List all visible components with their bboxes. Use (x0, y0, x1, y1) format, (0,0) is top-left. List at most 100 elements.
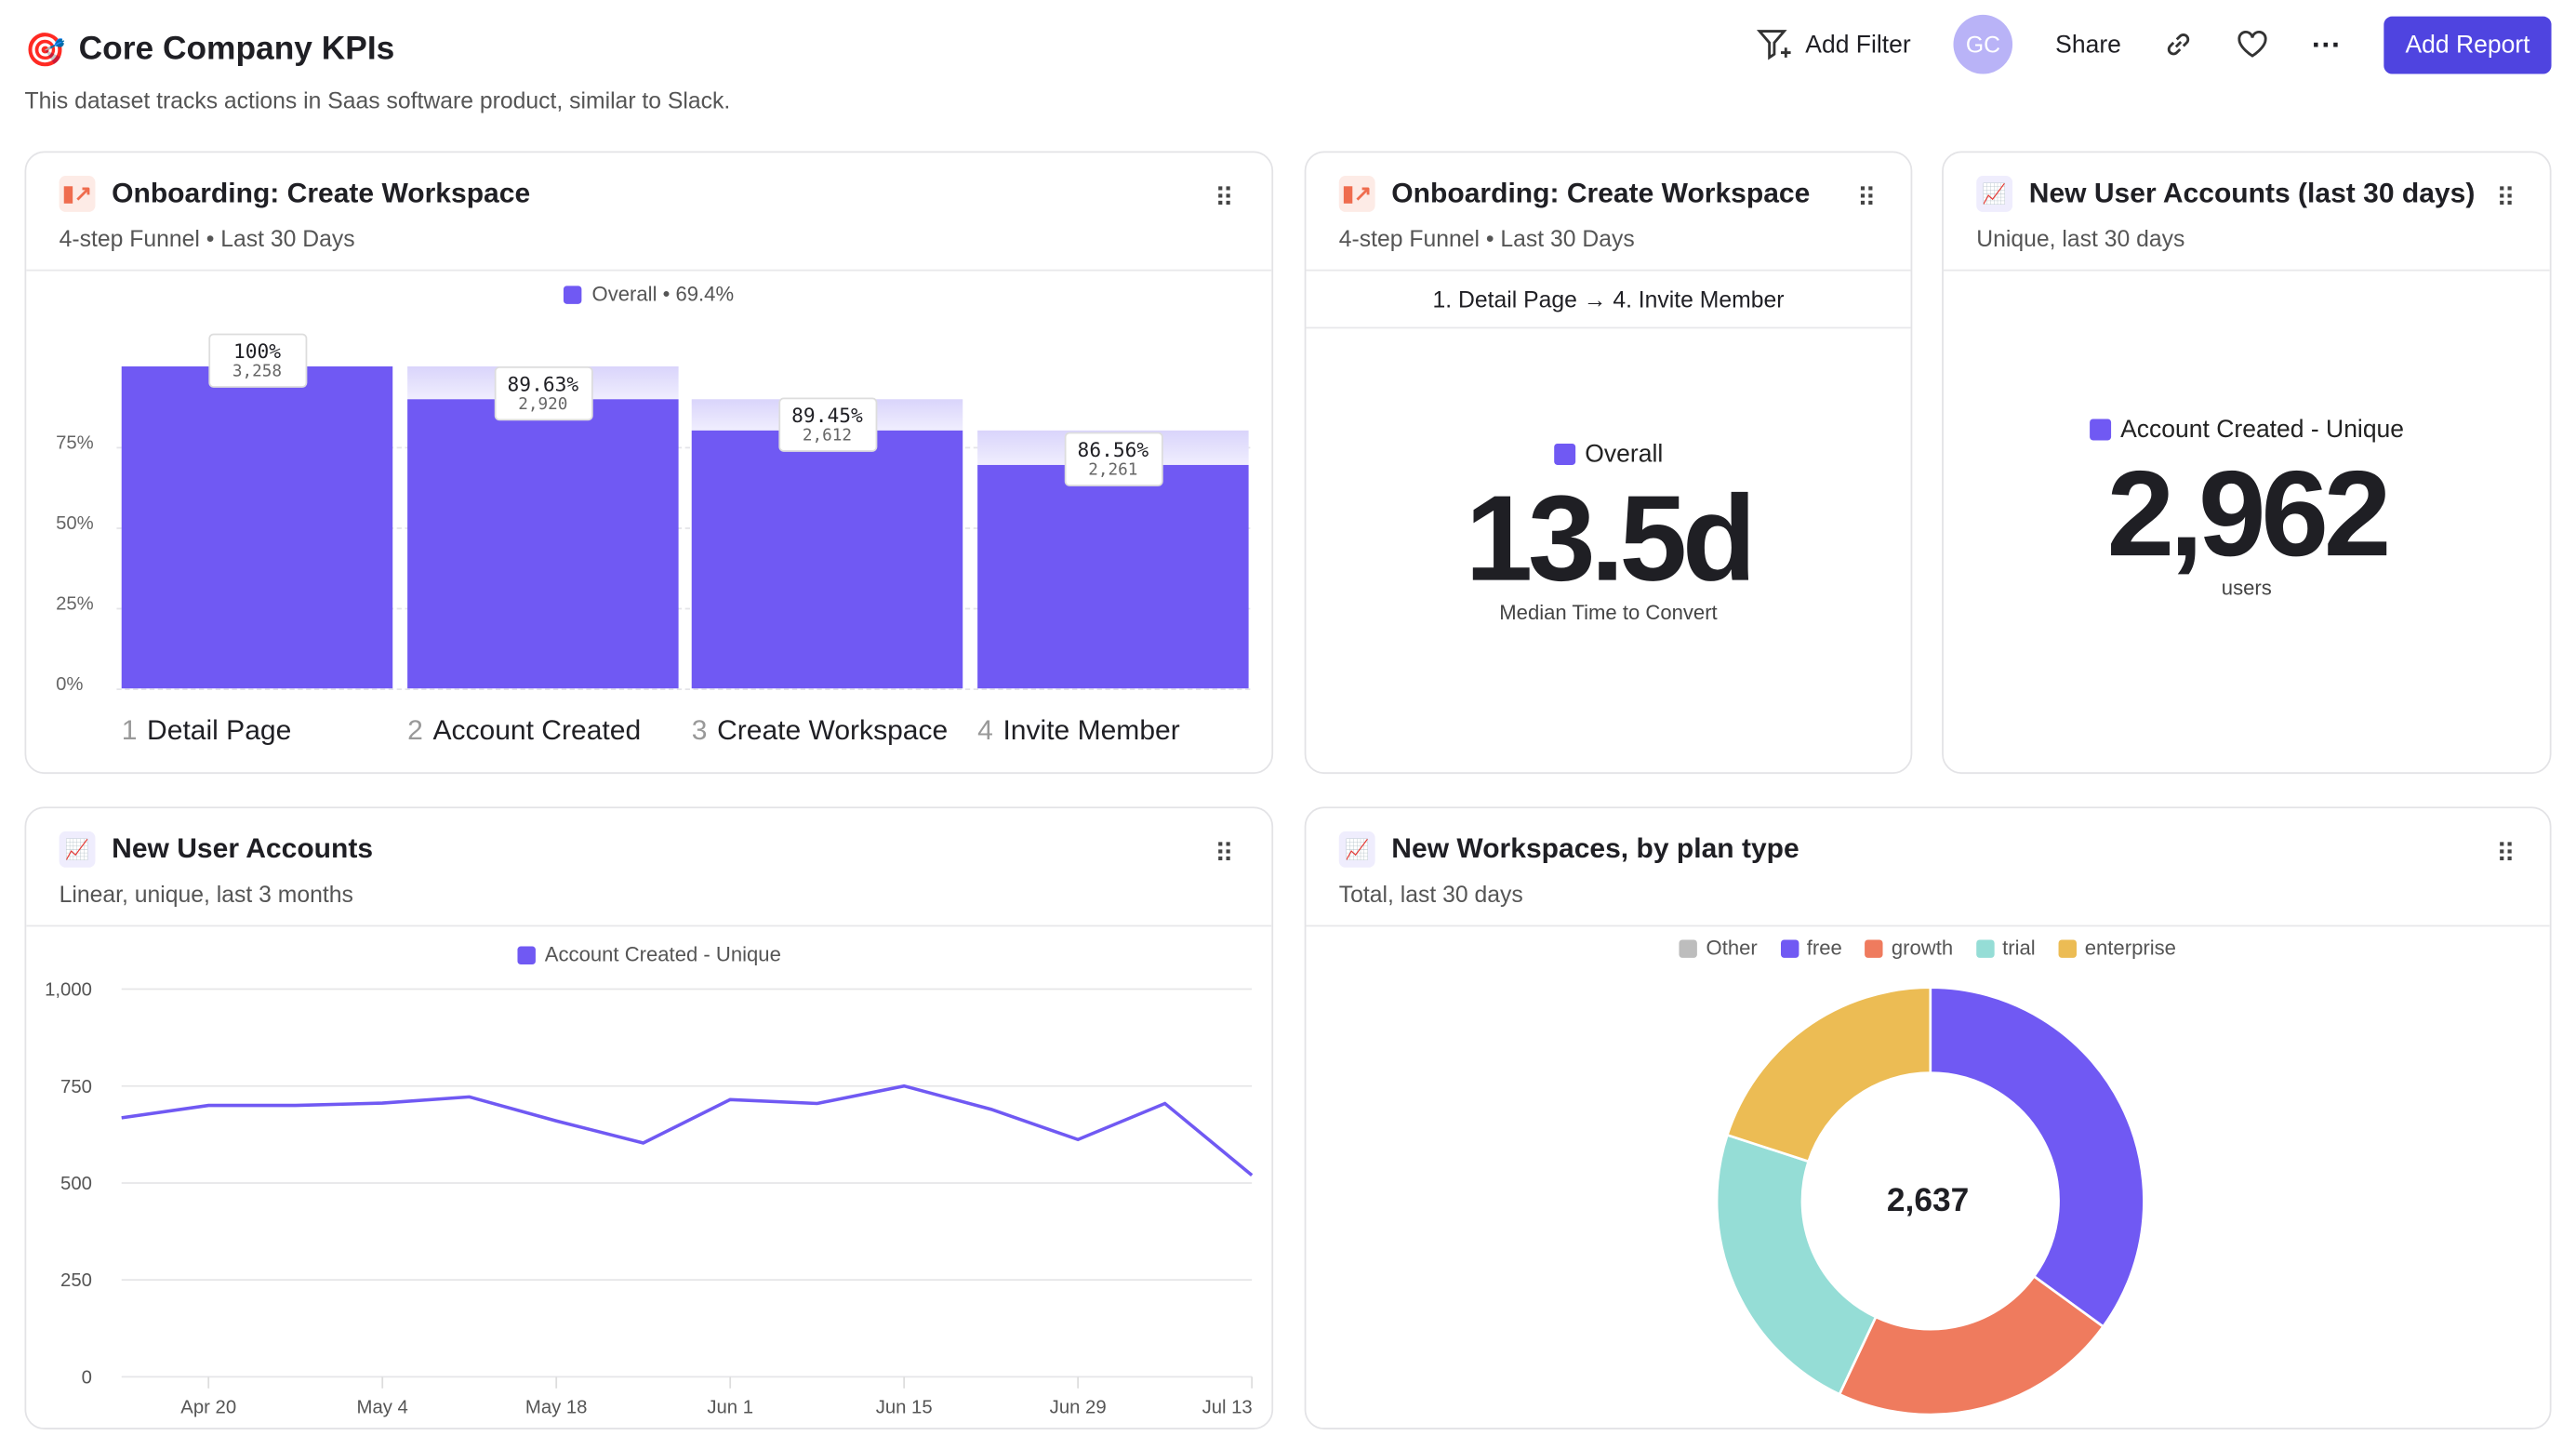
drag-handle-icon[interactable]: ⠿ (1215, 185, 1234, 214)
legend-item[interactable]: free (1780, 936, 1842, 960)
step-name: Account Created (432, 714, 642, 747)
legend-swatch (2089, 419, 2111, 441)
funnel-icon: ▮↗ (1338, 176, 1375, 212)
add-filter-button[interactable]: Add Filter (1756, 28, 1911, 60)
slice-growth (1838, 1274, 2105, 1416)
y-tick: 0 (82, 1367, 92, 1388)
bar-label: 89.63% 2,920 (493, 366, 592, 421)
time-to-convert-card: ▮↗ Onboarding: Create Workspace 4-step Fu… (1304, 151, 1913, 775)
link-icon[interactable] (2164, 30, 2194, 60)
x-tick: Jul 13 (1202, 1397, 1253, 1417)
funnel-bar[interactable] (977, 464, 1249, 689)
legend-label: Account Created - Unique (2120, 415, 2405, 444)
x-tick: Jun 1 (707, 1397, 753, 1417)
card-subtitle: Total, last 30 days (1338, 880, 1523, 908)
card-title: New Workspaces, by plan type (1391, 832, 1799, 865)
funnel-bar[interactable] (121, 366, 393, 689)
conversion-pct: 86.56% (1077, 438, 1149, 462)
legend-item[interactable]: enterprise (2058, 936, 2176, 960)
slice-enterprise (1725, 986, 1932, 1163)
step-number: 3 (691, 714, 708, 747)
funnel-card: ▮↗ Onboarding: Create Workspace 4-step Fu… (24, 151, 1274, 775)
median-time-value: 13.5d (1465, 470, 1757, 606)
card-subtitle: Linear, unique, last 3 months (59, 880, 353, 908)
legend-label: Other (1706, 936, 1758, 960)
y-tick: 500 (60, 1174, 92, 1194)
step-count: 3,258 (232, 363, 283, 381)
bar-label: 100% 3,258 (207, 333, 307, 388)
card-title: New User Accounts (last 30 days) (2028, 177, 2476, 209)
step-label: 1 Detail Page (122, 714, 292, 747)
funnel-bar[interactable] (407, 399, 679, 689)
add-report-button[interactable]: Add Report (2383, 15, 2552, 73)
legend-label: Overall • 69.4% (591, 282, 735, 306)
metric-caption: users (2221, 577, 2272, 600)
page-description: This dataset tracks actions in Saas soft… (24, 86, 731, 113)
step-count: 2,920 (518, 396, 568, 415)
funnel-icon: ▮↗ (59, 176, 96, 212)
slice-free (1929, 986, 2145, 1329)
card-subtitle: 4-step Funnel • Last 30 Days (59, 225, 355, 252)
page-title: Core Company KPIs (78, 31, 395, 68)
heart-icon[interactable] (2237, 30, 2269, 60)
donut-total: 2,637 (1886, 1182, 1970, 1219)
drag-handle-icon[interactable]: ⠿ (1215, 841, 1234, 870)
y-tick: 50% (56, 513, 94, 535)
legend-label: free (1806, 936, 1842, 960)
avatar[interactable]: GC (1953, 14, 2013, 74)
step-count: 2,261 (1088, 461, 1138, 480)
legend-swatch (564, 285, 582, 303)
drag-handle-icon[interactable]: ⠿ (2495, 185, 2516, 214)
funnel-steps-range: 1. Detail Page → 4. Invite Member (1306, 271, 1911, 329)
legend-swatch (1975, 938, 1995, 958)
step-label: 2 Account Created (407, 714, 641, 747)
legend-item[interactable]: growth (1865, 936, 1954, 960)
filter-icon (1756, 30, 1791, 60)
gridline (116, 607, 1251, 610)
user-count-value: 2,962 (2106, 445, 2391, 582)
donut-chart (1715, 986, 2145, 1416)
x-tick: May 4 (357, 1397, 408, 1417)
legend-label: growth (1891, 936, 1954, 960)
legend-swatch (516, 945, 536, 964)
share-button[interactable]: Share (2055, 30, 2121, 59)
y-tick: 0% (56, 675, 84, 696)
gridline (116, 688, 1251, 690)
line-chart-icon: 📈 (1338, 831, 1375, 868)
x-tick: Jun 29 (1050, 1397, 1107, 1417)
dashboard-header: 🎯 Core Company KPIs This dataset tracks a… (24, 14, 2552, 128)
legend-item[interactable]: trial (1975, 937, 2036, 960)
y-tick: 75% (56, 433, 94, 454)
step-label: 4 Invite Member (977, 714, 1180, 747)
conversion-pct: 89.45% (791, 404, 863, 428)
drag-handle-icon[interactable]: ⠿ (1856, 185, 1877, 214)
step-name: Invite Member (1003, 714, 1180, 747)
funnel-bar[interactable] (691, 430, 963, 689)
legend-label: Account Created - Unique (544, 943, 781, 966)
legend-item[interactable]: Other (1680, 936, 1758, 960)
legend-label: enterprise (2084, 936, 2176, 960)
line-chart: 0 250 500 750 1,000 Apr 20 May 4 May 18 Jun 1 Jun… (45, 980, 1254, 1417)
y-tick: 1,000 (45, 980, 92, 1001)
conversion-pct: 89.63% (507, 373, 579, 397)
new-user-accounts-card: 📈 New User Accounts Linear, unique, last … (24, 806, 1274, 1429)
card-title: New User Accounts (112, 832, 374, 865)
legend: Overall • 69.4% (26, 283, 1271, 306)
card-subtitle: 4-step Funnel • Last 30 Days (1338, 225, 1635, 252)
y-tick: 250 (60, 1270, 92, 1291)
series-line (121, 1083, 1254, 1176)
gridline (116, 527, 1251, 529)
drag-handle-icon[interactable]: ⠿ (2495, 841, 2516, 870)
step-number: 2 (407, 714, 423, 747)
conversion-pct: 100% (232, 339, 282, 364)
step-count: 2,612 (802, 427, 853, 445)
step-label: 3 Create Workspace (692, 714, 948, 747)
y-tick: 25% (56, 594, 94, 615)
more-icon[interactable]: ··· (2311, 27, 2342, 60)
legend-swatch (2058, 938, 2077, 958)
legend-label: Overall (1585, 440, 1664, 469)
legend-swatch (1865, 938, 1883, 958)
y-tick: 750 (60, 1077, 92, 1097)
gridline (116, 446, 1251, 449)
bar-label: 86.56% 2,261 (1063, 432, 1162, 486)
